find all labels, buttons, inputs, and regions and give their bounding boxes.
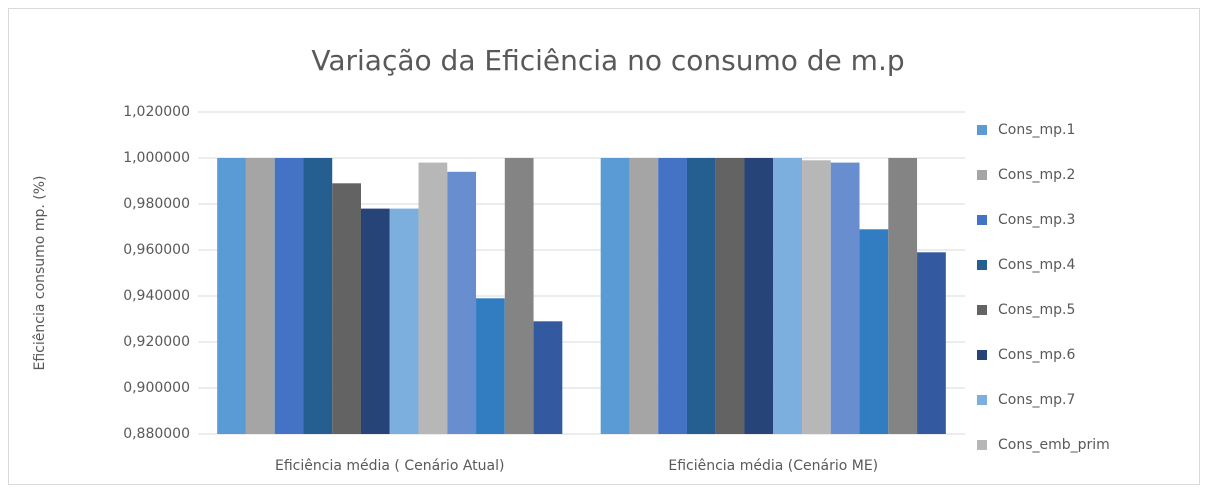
bar: [504, 158, 534, 434]
legend-swatch: [977, 170, 987, 180]
y-tick-label: 0,900000: [123, 380, 190, 396]
bar: [802, 160, 831, 435]
bar: [303, 158, 333, 434]
legend-label: Cons_mp.1: [998, 122, 1075, 138]
y-tick-label: 0,940000: [123, 288, 190, 304]
bar: [830, 162, 860, 434]
legend-label: Cons_mp.3: [998, 212, 1075, 228]
y-axis-label: Eficiência consumo mp. (%): [32, 176, 48, 371]
legend-label: Cons_mp.7: [998, 392, 1075, 408]
bar: [629, 158, 659, 434]
bar: [686, 158, 716, 434]
bar: [859, 229, 889, 434]
y-tick-label: 0,960000: [123, 242, 190, 258]
bar: [744, 158, 774, 434]
y-tick-label: 0,880000: [123, 426, 190, 442]
bar: [245, 158, 275, 434]
legend-swatch: [977, 440, 987, 450]
legend-swatch: [977, 350, 987, 360]
bar: [217, 158, 246, 434]
bar: [773, 158, 803, 434]
bar: [917, 252, 946, 434]
legend-label: Cons_mp.6: [998, 347, 1075, 363]
y-tick-label: 1,000000: [123, 150, 190, 166]
bar: [658, 158, 687, 434]
bar: [447, 171, 477, 435]
bar: [888, 158, 918, 434]
bar: [715, 158, 745, 434]
bar: [476, 298, 505, 434]
y-tick-label: 0,920000: [123, 334, 190, 350]
bar: [418, 162, 448, 434]
legend-swatch: [977, 305, 987, 315]
bar: [389, 208, 419, 434]
bar: [600, 158, 630, 434]
x-tick-label: Eficiência média ( Cenário Atual): [275, 458, 504, 474]
y-tick-label: 0,980000: [123, 196, 190, 212]
legend-label: Cons_mp.5: [998, 302, 1075, 318]
y-tick-label: 1,020000: [123, 104, 190, 120]
bar: [360, 208, 390, 434]
x-tick-label: Eficiência média (Cenário ME): [668, 458, 878, 474]
legend-label: Cons_emb_prim: [998, 437, 1110, 453]
legend-swatch: [977, 395, 987, 405]
chart-title: Variação da Eficiência no consumo de m.p: [311, 44, 904, 77]
legend-label: Cons_mp.2: [998, 167, 1075, 183]
legend-label: Cons_mp.4: [998, 257, 1075, 273]
legend-swatch: [977, 215, 987, 225]
bar: [533, 321, 563, 434]
legend-swatch: [977, 260, 987, 270]
legend-swatch: [977, 125, 987, 135]
bar: [274, 158, 304, 434]
bar: [332, 183, 361, 434]
